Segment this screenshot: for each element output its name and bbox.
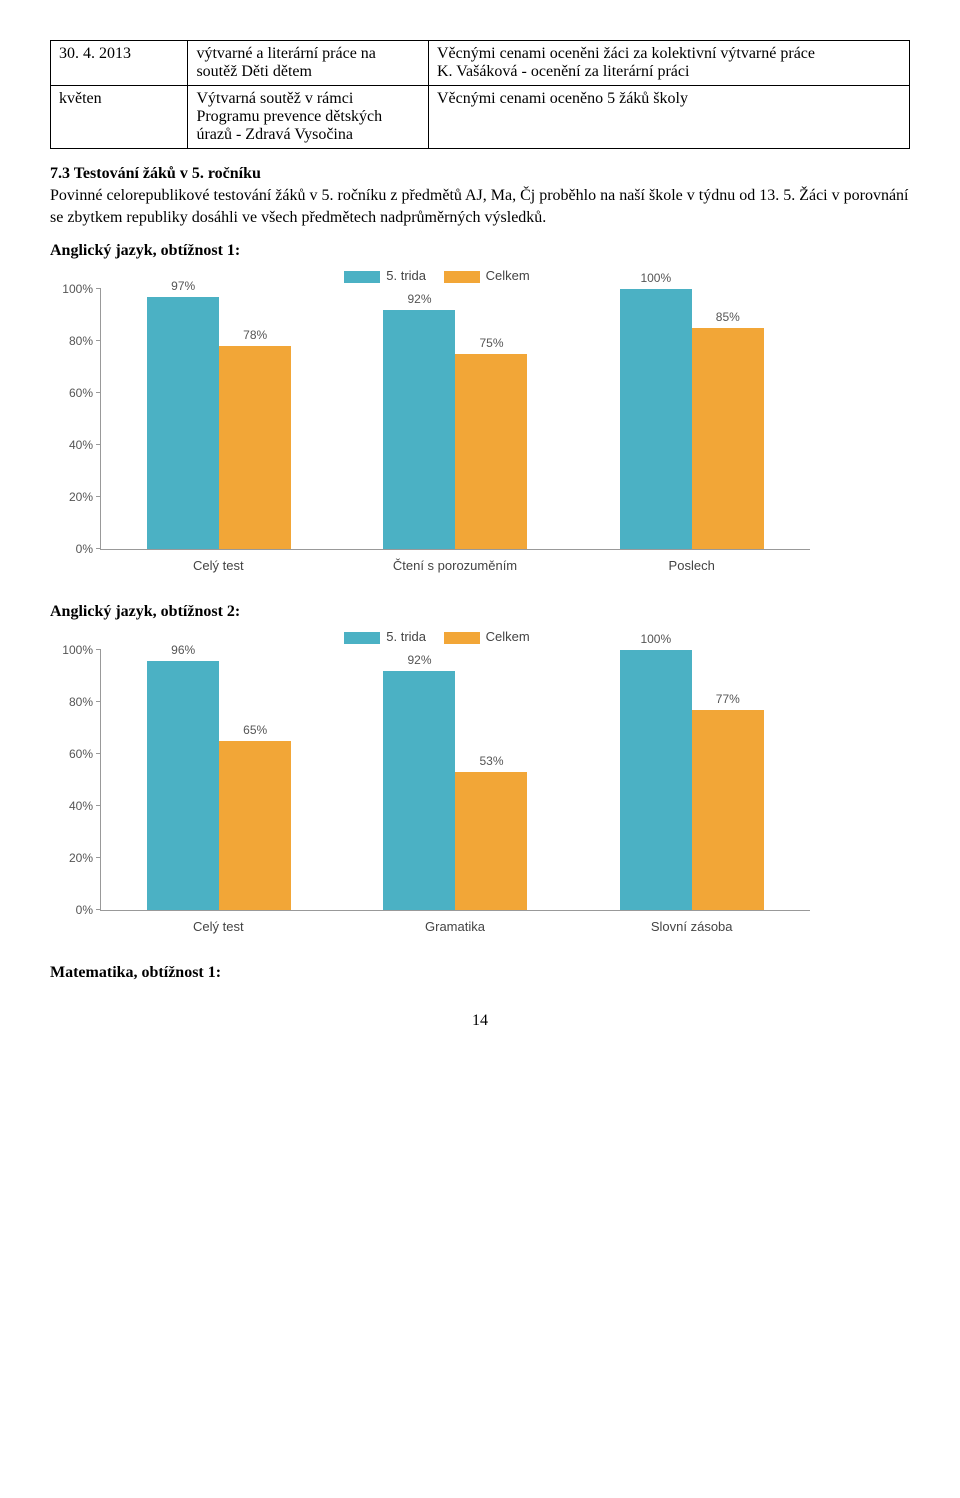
table-row: 30. 4. 2013výtvarné a literární práce na… [51, 41, 910, 86]
bar-group: 92%75% [337, 289, 573, 549]
chart3-title: Matematika, obtížnost 1: [50, 964, 910, 982]
chart2: 5. trida Celkem 0%20%40%60%80%100%96%65%… [50, 629, 810, 934]
y-axis-label: 100% [53, 282, 93, 296]
y-axis-label: 20% [53, 490, 93, 504]
x-axis-label: Slovní zásoba [573, 911, 810, 934]
bar-value-label: 78% [219, 328, 291, 342]
bar-series2: 75% [455, 354, 527, 549]
bar-group: 100%85% [574, 289, 810, 549]
y-axis-label: 80% [53, 695, 93, 709]
table-cell: Výtvarná soutěž v rámci Programu prevenc… [188, 86, 429, 149]
bar-group: 97%78% [101, 289, 337, 549]
page-number: 14 [50, 1012, 910, 1030]
table-cell: květen [51, 86, 188, 149]
y-axis-label: 0% [53, 903, 93, 917]
bar-series1: 100% [620, 289, 692, 549]
y-axis-label: 60% [53, 386, 93, 400]
bar-value-label: 75% [455, 336, 527, 350]
section-body: Povinné celorepublikové testování žáků v… [50, 185, 910, 228]
bar-series1: 96% [147, 661, 219, 911]
legend-label-1: 5. trida [386, 268, 426, 283]
bar-series2: 78% [219, 346, 291, 549]
bar-series2: 65% [219, 741, 291, 910]
bar-group: 92%53% [337, 650, 573, 910]
table-row: květenVýtvarná soutěž v rámci Programu p… [51, 86, 910, 149]
y-axis-label: 40% [53, 438, 93, 452]
bar-group: 96%65% [101, 650, 337, 910]
bar-value-label: 53% [455, 754, 527, 768]
bar-value-label: 100% [620, 632, 692, 646]
x-axis-label: Celý test [100, 911, 337, 934]
y-axis-label: 0% [53, 542, 93, 556]
table-cell: Věcnými cenami oceněni žáci za kolektivn… [428, 41, 909, 86]
results-table: 30. 4. 2013výtvarné a literární práce na… [50, 40, 910, 149]
chart1: 5. trida Celkem 0%20%40%60%80%100%97%78%… [50, 268, 810, 573]
legend-label-1: 5. trida [386, 629, 426, 644]
bar-value-label: 96% [147, 643, 219, 657]
table-cell: 30. 4. 2013 [51, 41, 188, 86]
bar-value-label: 92% [383, 653, 455, 667]
x-axis-label: Celý test [100, 550, 337, 573]
bar-series1: 92% [383, 310, 455, 549]
bar-group: 100%77% [574, 650, 810, 910]
bar-value-label: 85% [692, 310, 764, 324]
legend-label-2: Celkem [486, 629, 530, 644]
table-cell: Věcnými cenami oceněno 5 žáků školy [428, 86, 909, 149]
chart2-title: Anglický jazyk, obtížnost 2: [50, 603, 910, 621]
bar-value-label: 77% [692, 692, 764, 706]
bar-series1: 97% [147, 297, 219, 549]
x-axis-label: Čtení s porozuměním [337, 550, 574, 573]
bar-series2: 85% [692, 328, 764, 549]
x-axis-label: Gramatika [337, 911, 574, 934]
bar-value-label: 100% [620, 271, 692, 285]
y-axis-label: 40% [53, 799, 93, 813]
y-axis-label: 60% [53, 747, 93, 761]
bar-series1: 92% [383, 671, 455, 910]
section-heading: 7.3 Testování žáků v 5. ročníku [50, 165, 910, 183]
table-cell: výtvarné a literární práce na soutěž Dět… [188, 41, 429, 86]
chart1-title: Anglický jazyk, obtížnost 1: [50, 242, 910, 260]
bar-series1: 100% [620, 650, 692, 910]
bar-series2: 77% [692, 710, 764, 910]
bar-series2: 53% [455, 772, 527, 910]
bar-value-label: 92% [383, 292, 455, 306]
bar-value-label: 65% [219, 723, 291, 737]
y-axis-label: 100% [53, 643, 93, 657]
x-axis-label: Poslech [573, 550, 810, 573]
y-axis-label: 80% [53, 334, 93, 348]
legend-label-2: Celkem [486, 268, 530, 283]
bar-value-label: 97% [147, 279, 219, 293]
y-axis-label: 20% [53, 851, 93, 865]
